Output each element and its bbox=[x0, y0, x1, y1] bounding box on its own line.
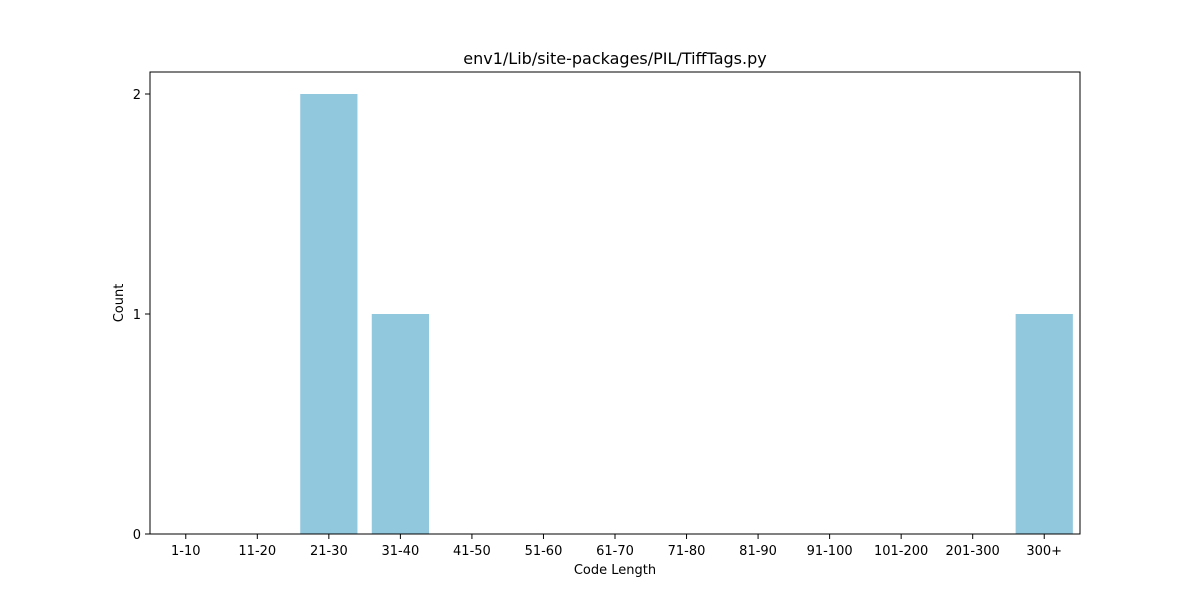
x-tick-label: 21-30 bbox=[310, 544, 348, 559]
x-tick-label: 31-40 bbox=[381, 544, 419, 559]
x-tick-label: 1-10 bbox=[171, 544, 201, 559]
x-axis-ticks: 1-10 11-20 21-30 31-40 41-50 51-60 61-70 71-80 8… bbox=[171, 534, 1062, 559]
x-tick-label: 61-70 bbox=[596, 544, 634, 559]
x-tick-label: 81-90 bbox=[739, 544, 777, 559]
x-tick-label: 201-300 bbox=[946, 544, 1000, 559]
y-axis-label: Count bbox=[112, 284, 127, 323]
y-tick-label: 2 bbox=[133, 88, 141, 103]
x-tick-label: 101-200 bbox=[874, 544, 928, 559]
bars-layer bbox=[300, 94, 1073, 534]
x-tick-label: 300+ bbox=[1026, 544, 1062, 559]
y-axis-ticks: 0 1 2 bbox=[133, 88, 150, 543]
x-tick-label: 41-50 bbox=[453, 544, 491, 559]
bar-21-30 bbox=[300, 94, 358, 534]
x-tick-label: 11-20 bbox=[238, 544, 276, 559]
plot-frame bbox=[149, 71, 1081, 535]
x-tick-label: 91-100 bbox=[807, 544, 853, 559]
x-tick-label: 51-60 bbox=[525, 544, 563, 559]
y-tick-label: 0 bbox=[133, 528, 141, 543]
y-tick-label: 1 bbox=[133, 308, 141, 323]
chart-title: env1/Lib/site-packages/PIL/TiffTags.py bbox=[463, 49, 766, 68]
bar-300+ bbox=[1015, 314, 1073, 534]
bar-31-40 bbox=[371, 314, 429, 534]
x-tick-label: 71-80 bbox=[668, 544, 706, 559]
x-axis-label: Code Length bbox=[574, 563, 656, 578]
